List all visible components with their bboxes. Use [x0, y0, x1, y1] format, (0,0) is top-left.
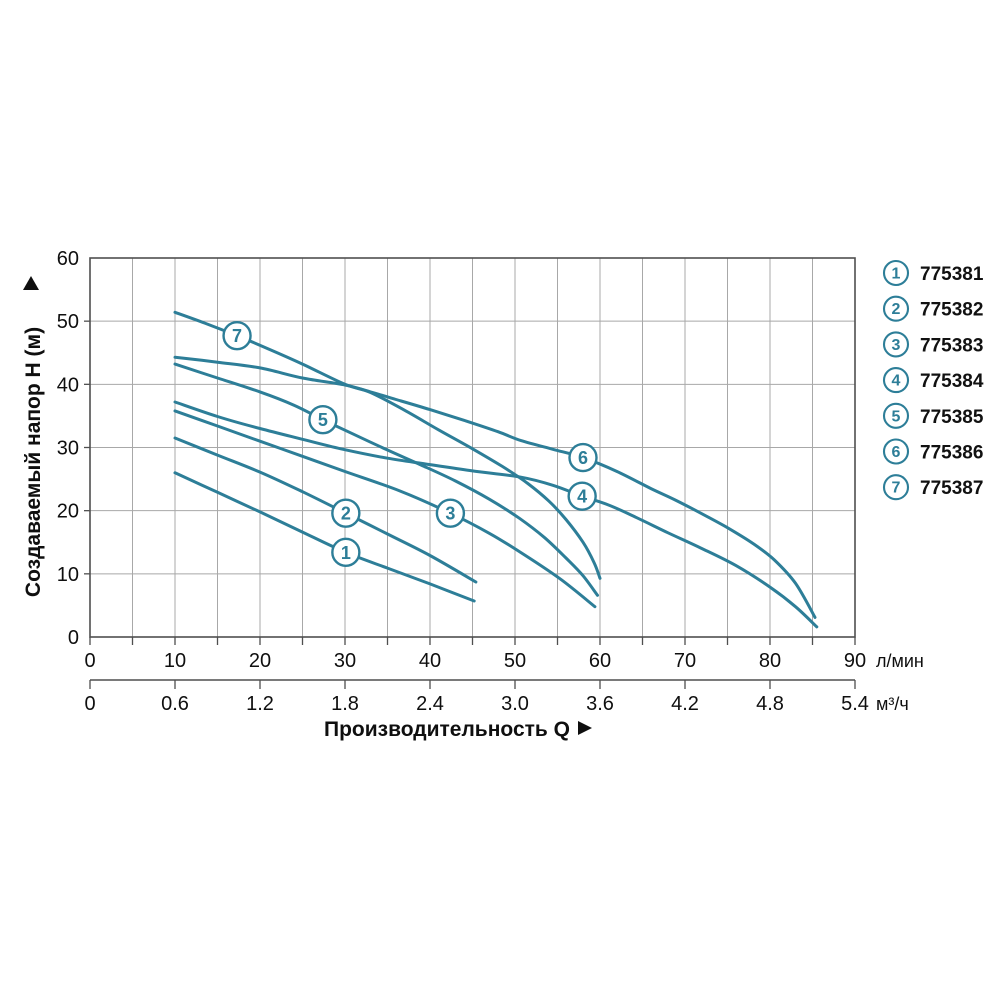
curve-marker-circle: [568, 442, 598, 473]
axes: 0 10 20 30 40 50 60 0 10 20 30 40 50 60 70 80 90 0 0.6 1.2 1…: [57, 248, 869, 715]
legend-number: 7: [892, 480, 901, 497]
x-secondary-tick-label: 3.6: [586, 693, 614, 715]
legend-item-775382: 2 775382: [882, 295, 983, 322]
legend-number-circle: [882, 295, 910, 322]
legend-number: 4: [892, 373, 901, 390]
x-primary-tick-label: 0: [84, 650, 95, 672]
x-primary-tick-label: 30: [334, 650, 356, 672]
curve-marker-3: 3: [435, 498, 466, 528]
x-primary-tick-label: 80: [759, 650, 781, 672]
curve-marker-number: 1: [341, 543, 351, 563]
y-tick-label: 30: [57, 437, 79, 459]
legend-item-775384: 4 775384: [882, 367, 984, 394]
legend-number: 6: [892, 444, 901, 461]
legend-item-775381: 1 775381: [882, 259, 984, 287]
x-primary-tick-label: 60: [589, 650, 611, 672]
legend-item-775386: 6 775386: [882, 438, 983, 465]
x-secondary-tick-label: 1.2: [246, 693, 274, 715]
x-primary-tick-label: 40: [419, 650, 441, 672]
curve-775386: [173, 355, 817, 619]
x-axis-arrow-right-icon: [578, 721, 592, 735]
x-secondary-tick-label: 5.4: [841, 693, 869, 715]
x-secondary-tick-label: 2.4: [416, 693, 444, 715]
legend-number: 1: [892, 266, 901, 283]
x-secondary-tick-label: 4.8: [756, 693, 784, 715]
x-primary-tick-label: 10: [164, 650, 186, 672]
x-axis-title: Производительность Q: [324, 718, 570, 741]
curve-marker-circle: [567, 481, 597, 511]
x-primary-tick-label: 90: [844, 650, 866, 672]
curve-marker-circle: [331, 498, 361, 528]
y-tick-label: 10: [57, 564, 79, 586]
curve-775383: [173, 409, 597, 609]
x-primary-tick-label: 20: [249, 650, 271, 672]
x-secondary-tick-label: 0.6: [161, 693, 189, 715]
y-axis-title: Создаваемый напор H (м): [22, 327, 45, 597]
legend-number-circle: [882, 331, 910, 358]
y-tick-label: 50: [57, 311, 79, 333]
curve-marker-1: 1: [331, 537, 361, 568]
legend-model-number: 775382: [920, 300, 983, 321]
y-tick-label: 60: [57, 248, 79, 270]
curve-marker-number: 6: [578, 448, 588, 468]
curve-775385: [173, 362, 599, 597]
primary-unit-label: л/мин: [876, 651, 924, 671]
legend-number: 5: [892, 408, 901, 425]
curve-marker-circle: [435, 498, 466, 528]
curve-marker-7: 7: [222, 320, 252, 351]
legend-model-number: 775381: [920, 264, 984, 285]
x-axis-title-group: Производительность Q: [324, 718, 592, 741]
x-secondary-tick-label: 1.8: [331, 693, 359, 715]
legend-number-circle: [882, 259, 910, 287]
legend-item-775387: 7 775387: [882, 474, 983, 501]
legend-model-number: 775383: [920, 335, 983, 356]
legend-number-circle: [882, 474, 910, 501]
y-axis-arrow-up-icon: [23, 276, 39, 290]
x-primary-tick-label: 70: [674, 650, 696, 672]
legend: 1 775381 2 775382 3 775383 4 775384 5 775385 6 7753…: [882, 259, 984, 501]
curve-marker-number: 2: [341, 504, 351, 524]
gridlines: [90, 257, 855, 637]
legend-number: 3: [892, 337, 901, 354]
legend-model-number: 775387: [920, 478, 983, 499]
curve-marker-number: 5: [318, 410, 328, 430]
curve-marker-4: 4: [567, 481, 597, 511]
legend-model-number: 775384: [920, 371, 984, 392]
curve-775381: [173, 471, 476, 603]
legend-number-circle: [882, 367, 910, 394]
x-secondary-tick-label: 3.0: [501, 693, 529, 715]
y-tick-label: 0: [68, 627, 79, 649]
pump-curves: [173, 310, 819, 629]
legend-number-circle: [882, 402, 910, 429]
x-primary-tick-label: 50: [504, 650, 526, 672]
curve-marker-number: 3: [445, 504, 455, 524]
curve-marker-5: 5: [308, 405, 338, 435]
legend-model-number: 775386: [920, 443, 983, 464]
secondary-unit-label: м³/ч: [876, 694, 909, 714]
curve-marker-number: 4: [577, 487, 587, 507]
legend-number: 2: [892, 301, 901, 318]
curve-marker-6: 6: [568, 442, 598, 473]
curve-775387: [173, 310, 602, 580]
curve-marker-number: 7: [232, 326, 242, 346]
legend-item-775383: 3 775383: [882, 331, 983, 358]
curve-marker-circle: [308, 405, 338, 435]
curve-775382: [173, 436, 478, 584]
legend-item-775385: 5 775385: [882, 402, 984, 429]
curve-number-markers: 1 2 3 4 5 6 7: [222, 320, 598, 568]
x-secondary-tick-label: 4.2: [671, 693, 699, 715]
curve-775384: [173, 400, 819, 629]
x-secondary-tick-label: 0: [84, 693, 95, 715]
y-tick-label: 40: [57, 374, 79, 396]
curve-marker-circle: [222, 320, 252, 351]
y-axis-title-group: Создаваемый напор H (м): [22, 276, 45, 597]
y-tick-label: 20: [57, 501, 79, 523]
legend-model-number: 775385: [920, 407, 984, 428]
pump-curves-chart: 0 10 20 30 40 50 60 0 10 20 30 40 50 60 70 80 90 0 0.6 1.2 1…: [22, 248, 984, 741]
curve-marker-2: 2: [331, 498, 361, 528]
legend-number-circle: [882, 438, 910, 465]
curve-marker-circle: [331, 537, 361, 568]
